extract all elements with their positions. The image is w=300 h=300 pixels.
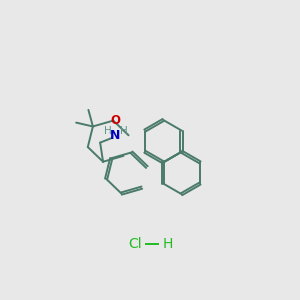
Text: O: O [111,114,121,127]
Text: N: N [110,129,120,142]
Text: H: H [163,237,173,251]
Text: H: H [120,126,128,136]
Text: H: H [103,126,111,136]
Text: Cl: Cl [128,237,142,251]
